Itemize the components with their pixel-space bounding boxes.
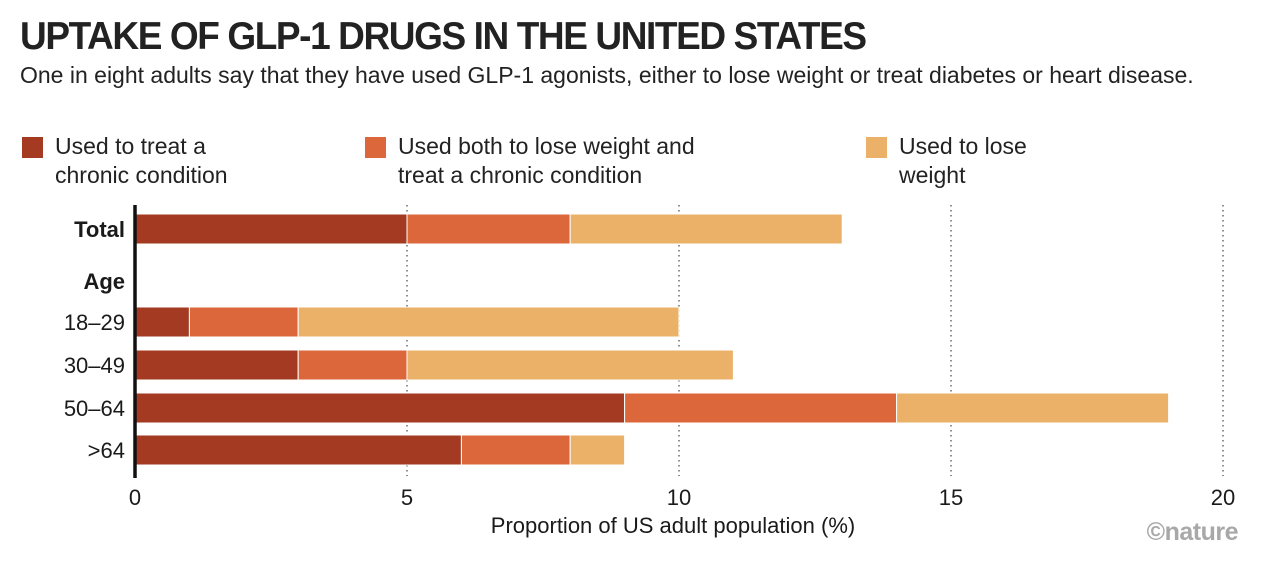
nature-credit: ©nature <box>1146 518 1239 546</box>
legend-item-both: Used both to lose weight and treat a chr… <box>365 132 695 190</box>
bar-both-1 <box>188 306 299 338</box>
category-label-4: >64 <box>88 438 125 463</box>
legend-label-both: Used both to lose weight and treat a chr… <box>398 133 695 188</box>
category-label-2: 30–49 <box>64 353 125 378</box>
legend-swatch-chronic <box>22 137 43 158</box>
bar-chronic-3 <box>134 392 626 424</box>
x-tick-label-5: 5 <box>401 485 413 510</box>
x-tick-label-20: 20 <box>1211 485 1235 510</box>
bar-both-4 <box>460 434 571 466</box>
bar-weight-2 <box>406 349 734 381</box>
bar-weight-0 <box>569 213 843 245</box>
x-tick-label-0: 0 <box>129 485 141 510</box>
bar-both-2 <box>297 349 408 381</box>
bar-chronic-4 <box>134 434 462 466</box>
bar-chronic-2 <box>134 349 299 381</box>
legend-item-chronic: Used to treat a chronic condition <box>22 132 228 190</box>
bar-both-3 <box>624 392 898 424</box>
legend-swatch-weight <box>866 137 887 158</box>
group-heading-age: Age <box>83 269 125 294</box>
bar-weight-3 <box>896 392 1170 424</box>
legend-swatch-both <box>365 137 386 158</box>
bar-chronic-1 <box>134 306 190 338</box>
chart-subtitle: One in eight adults say that they have u… <box>20 62 1194 88</box>
category-label-3: 50–64 <box>64 396 125 421</box>
x-tick-label-15: 15 <box>939 485 963 510</box>
legend-item-weight: Used to lose weight <box>866 132 1027 190</box>
legend-label-weight: Used to lose weight <box>899 133 1027 188</box>
bar-both-0 <box>406 213 571 245</box>
bar-chronic-0 <box>134 213 408 245</box>
x-axis-label: Proportion of US adult population (%) <box>491 513 855 538</box>
legend-label-chronic: Used to treat a chronic condition <box>55 133 228 188</box>
x-tick-label-10: 10 <box>667 485 691 510</box>
bar-weight-1 <box>297 306 680 338</box>
category-label-0: Total <box>74 217 125 242</box>
bar-weight-4 <box>569 434 626 466</box>
category-label-1: 18–29 <box>64 310 125 335</box>
chart-title: UPTAKE OF GLP-1 DRUGS IN THE UNITED STAT… <box>20 14 867 58</box>
